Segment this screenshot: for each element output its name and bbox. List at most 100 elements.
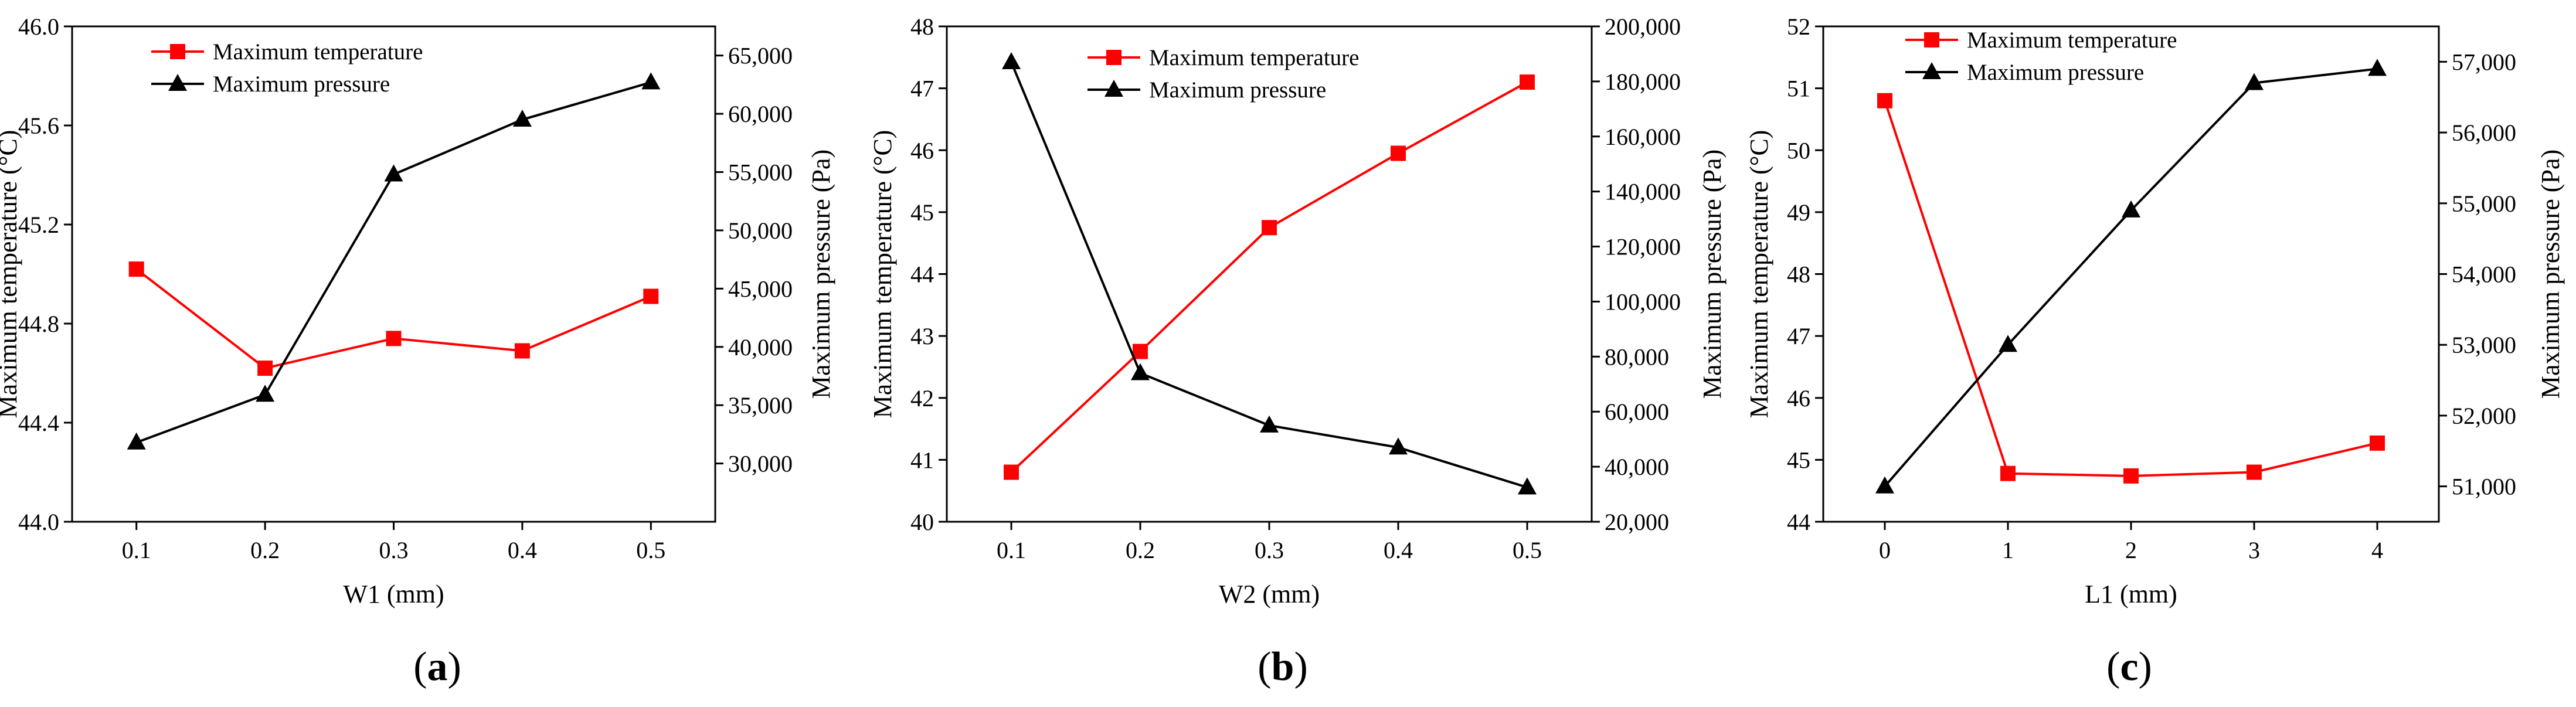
y-right-tick-label: 55,000 [2452, 191, 2516, 217]
legend-label: Maximum temperature [1967, 28, 2177, 53]
pressure-point [1131, 363, 1150, 380]
series-line-pressure [136, 81, 651, 444]
pressure-point [2122, 200, 2140, 217]
y-left-tick-label: 44.0 [18, 509, 59, 535]
legend-marker [170, 44, 185, 59]
y-right-tick-label: 60,000 [1605, 399, 1669, 425]
y-left-tick-label: 44 [910, 261, 934, 288]
y-right-tick-label: 100,000 [1605, 288, 1681, 315]
y-left-tick-label: 47 [910, 76, 934, 102]
y-left-tick-label: 52 [1787, 13, 1810, 40]
pressure-point [1260, 415, 1279, 433]
y-left-tick-label: 48 [1787, 261, 1810, 288]
y-left-tick-label: 46 [910, 137, 934, 164]
y-right-tick-label: 54,000 [2452, 261, 2516, 288]
y-left-tick-label: 40 [910, 509, 934, 535]
x-tick-label: 0.1 [122, 537, 151, 563]
x-tick-label: 2 [2125, 537, 2137, 563]
y-right-tick-label: 30,000 [728, 451, 793, 477]
series-line-pressure [1884, 67, 2378, 487]
y-right-tick-label: 200,000 [1605, 13, 1681, 40]
legend-label: Maximum temperature [1149, 45, 1359, 70]
x-tick-label: 0.3 [1255, 537, 1284, 563]
chart-panel-b: 0.1 0.2 0.3 0.4 0.5 40 41 42 43 44 45 46 47 48 20,000 4… [868, 13, 1727, 689]
temperature-point [1133, 344, 1148, 359]
chart-panel-a: 0.1 0.2 0.3 0.4 0.5 44.0 44.4 44.8 45.2 45.6 46.0 3… [0, 13, 835, 689]
chart-panel-c: 0 1 2 3 444454647484950515251,00052,00053,00… [1745, 13, 2565, 689]
x-tick-label: 4 [2371, 537, 2383, 563]
y-right-axis-title: Maximum pressure (Pa) [1698, 149, 1727, 399]
panel-letter: c [2120, 644, 2138, 689]
y-left-tick-label: 49 [1787, 199, 1810, 226]
legend-marker [1922, 62, 1941, 79]
y-left-tick-label: 46 [1787, 385, 1810, 412]
pressure-point [256, 385, 275, 402]
temperature-point [1004, 464, 1019, 480]
temperature-point [2370, 435, 2385, 451]
pressure-point [1002, 52, 1021, 70]
y-right-tick-label: 56,000 [2452, 120, 2516, 146]
pressure-point [1999, 335, 2017, 352]
y-right-tick-label: 40,000 [728, 334, 793, 361]
temperature-point [257, 361, 273, 376]
legend-marker [168, 74, 187, 91]
y-left-tick-label: 44.4 [18, 410, 59, 436]
temperature-point [1391, 145, 1406, 161]
y-left-tick-label: 45.2 [18, 212, 59, 238]
x-tick-label: 1 [2002, 537, 2014, 563]
y-right-tick-label: 160,000 [1605, 124, 1681, 150]
panel-paren-open: ( [1258, 644, 1271, 689]
pressure-point [1389, 437, 1408, 455]
legend-label: Maximum pressure [213, 72, 390, 97]
panel-paren-close: ) [2139, 644, 2152, 689]
y-left-tick-label: 43 [910, 323, 934, 349]
series-line-temperature [1010, 81, 1528, 473]
y-right-tick-label: 65,000 [728, 43, 793, 69]
pressure-point [641, 72, 661, 90]
pressure-point [2245, 73, 2264, 90]
plot-frame [1822, 25, 2440, 523]
pressure-point [384, 164, 403, 182]
y-left-tick-label: 45 [910, 199, 934, 226]
x-tick-label: 0.2 [1126, 537, 1155, 563]
y-left-tick-label: 48 [910, 13, 934, 40]
x-tick-label: 0.4 [508, 537, 537, 563]
x-tick-label: 3 [2248, 537, 2260, 563]
series-line-temperature [1884, 100, 2378, 477]
y-right-tick-label: 45,000 [728, 276, 793, 302]
y-left-tick-label: 50 [1787, 137, 1810, 164]
y-right-tick-label: 80,000 [1605, 344, 1669, 370]
y-left-axis-title: Maximum temperature (°C) [868, 130, 897, 419]
y-left-axis-title: Maximum temperature (°C) [1745, 130, 1773, 419]
temperature-point [2000, 465, 2016, 481]
legend-label: Maximum pressure [1149, 77, 1326, 103]
x-tick-label: 0.4 [1384, 537, 1413, 563]
y-left-tick-label: 41 [910, 447, 934, 473]
x-tick-label: 0 [1879, 537, 1891, 563]
x-axis-title: W2 (mm) [1219, 580, 1320, 609]
y-left-tick-label: 51 [1787, 76, 1810, 102]
y-right-tick-label: 55,000 [728, 159, 793, 186]
temperature-point [2123, 468, 2139, 484]
legend-label: Maximum pressure [1967, 60, 2144, 85]
y-right-tick-label: 51,000 [2452, 474, 2516, 500]
pressure-point [2368, 59, 2387, 76]
panel-paren-close: ) [448, 644, 461, 689]
y-right-tick-label: 50,000 [728, 217, 793, 244]
y-right-tick-label: 140,000 [1605, 179, 1681, 205]
panel-paren-open: ( [2106, 644, 2120, 689]
y-right-axis-title: Maximum pressure (Pa) [2536, 149, 2565, 399]
y-left-tick-label: 45.6 [18, 113, 59, 139]
x-tick-label: 0.2 [250, 537, 280, 563]
y-left-tick-label: 44 [1787, 509, 1810, 535]
temperature-point [1262, 220, 1277, 236]
y-right-tick-label: 180,000 [1605, 69, 1681, 95]
panel-letter: a [427, 644, 448, 689]
x-tick-label: 0.3 [379, 537, 409, 563]
x-tick-label: 0.5 [1513, 537, 1542, 563]
y-left-tick-label: 45 [1787, 447, 1810, 473]
series-line-temperature [135, 268, 652, 370]
y-right-tick-label: 52,000 [2452, 403, 2516, 429]
temperature-point [2247, 464, 2262, 480]
y-left-tick-label: 44.8 [18, 311, 59, 337]
